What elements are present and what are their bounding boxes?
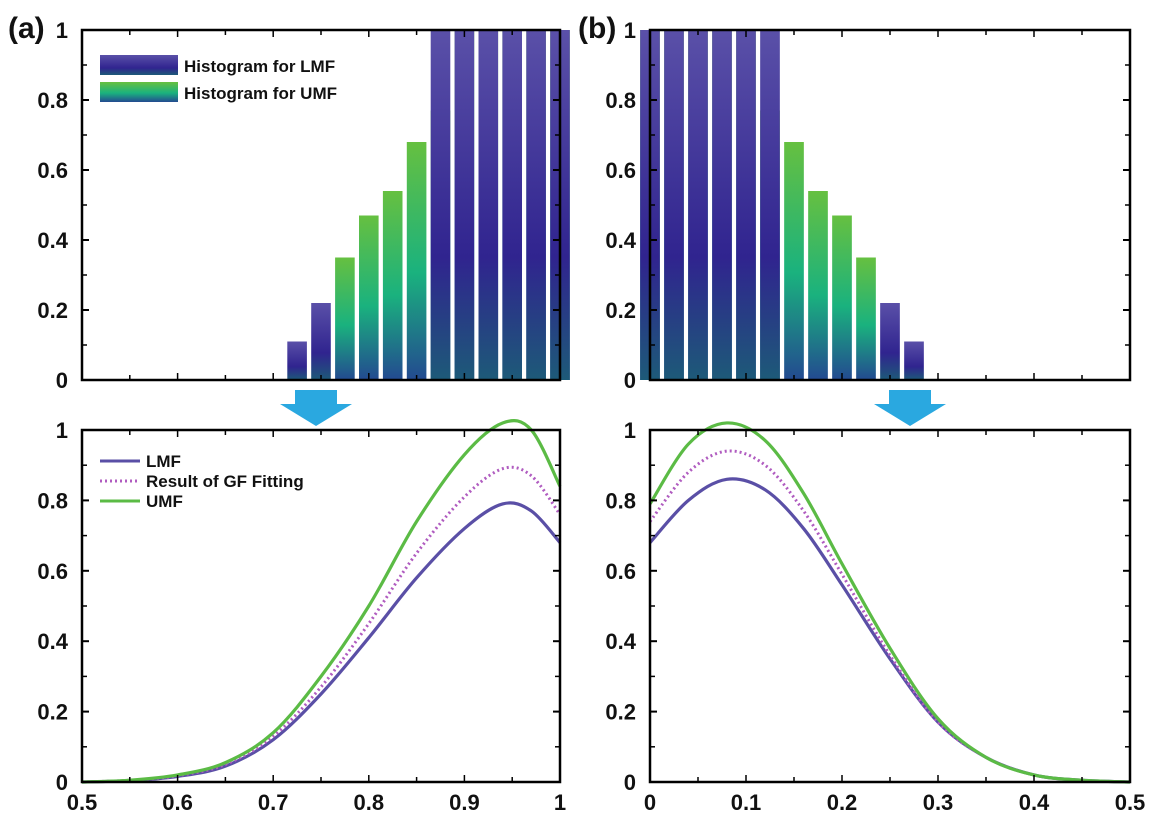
y-tick-label: 0.4 <box>37 228 68 253</box>
panel-label-b: (b) <box>578 12 616 45</box>
x-tick-label: 0.6 <box>162 790 193 815</box>
y-tick-label: 0.2 <box>37 700 68 725</box>
y-tick-label: 0.2 <box>605 298 636 323</box>
lmf-bar <box>904 341 924 380</box>
umf-bar <box>406 142 427 380</box>
legend-label-2: UMF <box>146 492 183 511</box>
y-tick-label: 0.6 <box>37 158 68 183</box>
y-tick-label: 0.8 <box>605 488 636 513</box>
x-tick-label: 0.3 <box>923 790 954 815</box>
lmf-bar <box>688 30 708 380</box>
y-tick-label: 1 <box>56 418 68 443</box>
down-arrow-icon <box>280 390 946 426</box>
legend-label-0: LMF <box>146 452 181 471</box>
lmf-bar <box>478 30 499 380</box>
lmf-bar <box>760 30 780 380</box>
x-tick-label: 1 <box>554 790 566 815</box>
y-tick-label: 1 <box>624 418 636 443</box>
curve-panel-b: 0 0.2 0.4 0.6 0.8 1 0 0.1 0.2 0.3 0.4 0.5 <box>605 418 1145 815</box>
lmf-bar <box>712 30 732 380</box>
lmf-curve <box>648 477 1131 784</box>
y-tick-label: 0.2 <box>37 298 68 323</box>
gf-fitting-curve <box>648 449 1131 784</box>
y-tick-label: 1 <box>56 18 68 43</box>
lmf-bar <box>287 341 307 380</box>
x-tick-label: 0.2 <box>827 790 858 815</box>
umf-bar <box>359 215 379 380</box>
x-tick-label: 0.9 <box>449 790 480 815</box>
panel-label-a: (a) <box>8 12 45 45</box>
plot-frame <box>648 428 1132 784</box>
curve-panel-a: 0 0.2 0.4 0.6 0.8 1 0.5 0.6 0.7 0.8 0.9 1 LMFResult … <box>37 418 566 815</box>
umf-bar <box>335 257 355 380</box>
legend-label-umf: Histogram for UMF <box>184 84 337 103</box>
legend-swatch-umf <box>100 82 178 102</box>
y-tick-label: 0.8 <box>37 88 68 113</box>
x-tick-label: 0.7 <box>258 790 289 815</box>
y-tick-label: 0 <box>56 368 68 393</box>
x-tick-label: 0 <box>644 790 656 815</box>
legend-label-lmf: Histogram for LMF <box>184 57 335 76</box>
y-tick-label: 0.6 <box>605 559 636 584</box>
x-tick-label: 0.5 <box>67 790 98 815</box>
legend-swatch-lmf <box>100 55 178 75</box>
y-tick-label: 0 <box>624 368 636 393</box>
umf-bar <box>832 215 852 380</box>
gf-fitting-curve <box>81 465 562 784</box>
x-tick-label: 0.8 <box>354 790 385 815</box>
x-tick-label: 0.5 <box>1115 790 1146 815</box>
legend-label-1: Result of GF Fitting <box>146 472 304 491</box>
lmf-bar <box>664 30 684 380</box>
umf-bar <box>784 142 804 380</box>
umf-bar <box>808 191 828 380</box>
umf-bar <box>856 257 876 380</box>
y-tick-label: 0 <box>56 770 68 795</box>
legend: Histogram for LMF Histogram for UMF <box>100 55 337 103</box>
y-tick-label: 1 <box>624 18 636 43</box>
lmf-bar <box>736 30 756 380</box>
lmf-bar <box>880 303 900 380</box>
lmf-bar <box>311 303 331 380</box>
y-tick-label: 0.4 <box>605 228 636 253</box>
x-tick-label: 0.4 <box>1019 790 1050 815</box>
lmf-bar <box>502 30 522 380</box>
y-tick-label: 0 <box>624 770 636 795</box>
y-tick-label: 0.6 <box>605 158 636 183</box>
y-tick-label: 0.6 <box>37 559 68 584</box>
umf-curve <box>648 421 1131 784</box>
y-tick-label: 0.8 <box>37 488 68 513</box>
lmf-bar <box>526 30 546 380</box>
y-tick-label: 0.2 <box>605 700 636 725</box>
histogram-panel-b: 0 0.2 0.4 0.6 0.8 1 <box>605 18 1132 393</box>
umf-bar <box>382 191 403 380</box>
lmf-bar <box>454 30 475 380</box>
y-tick-label: 0.4 <box>605 629 636 654</box>
y-tick-label: 0.4 <box>37 629 68 654</box>
umf-curve <box>81 419 562 784</box>
y-tick-label: 0.8 <box>605 88 636 113</box>
x-tick-label: 0.1 <box>731 790 762 815</box>
lmf-curve <box>81 501 562 784</box>
lmf-bar <box>430 30 451 380</box>
